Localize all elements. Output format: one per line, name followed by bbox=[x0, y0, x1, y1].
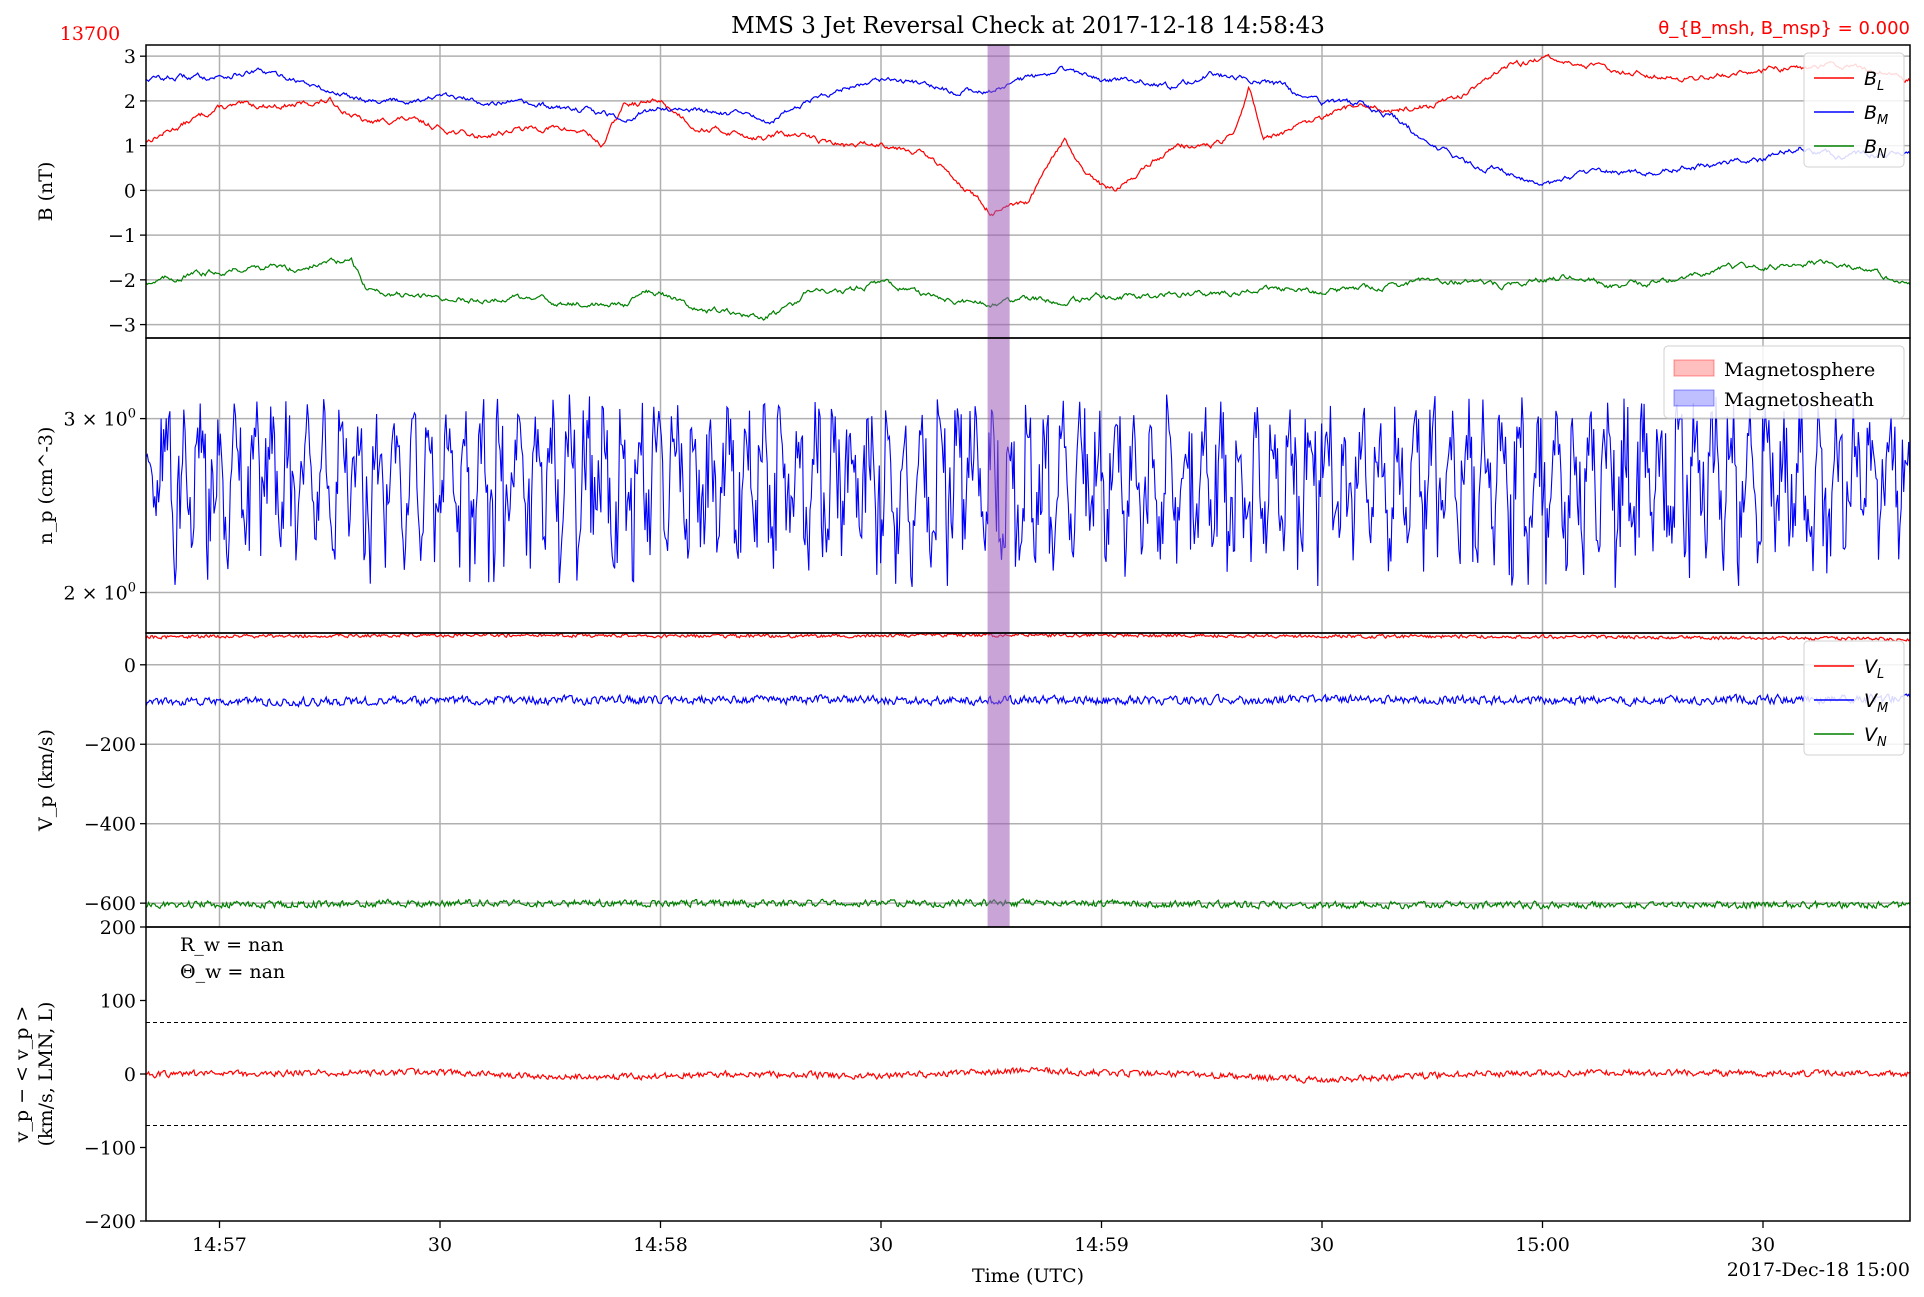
y-tick-label: 200 bbox=[100, 917, 136, 939]
legend-subscript: M bbox=[1877, 701, 1888, 716]
y-axis-label: B (nT) bbox=[35, 162, 57, 222]
x-tick-label: 14:57 bbox=[192, 1234, 247, 1256]
y-tick-label: 0 bbox=[124, 180, 136, 202]
y-tick-label: −200 bbox=[84, 734, 136, 756]
panel-B bbox=[146, 45, 1910, 338]
tick-exponent: 0 bbox=[128, 581, 136, 596]
event-highlight-band bbox=[987, 45, 1010, 927]
tick-exponent: 0 bbox=[128, 407, 136, 422]
y-axis-label: V_p (km/s) bbox=[35, 729, 57, 832]
y-tick-label: 0 bbox=[124, 655, 136, 677]
y-tick-label: 2 bbox=[124, 91, 136, 113]
x-tick-label: 30 bbox=[869, 1234, 893, 1256]
panel-n bbox=[146, 338, 1910, 633]
y-axis-label: n_p (cm^-3) bbox=[35, 427, 57, 545]
legend-box bbox=[1803, 52, 1905, 168]
series-line-B_N bbox=[146, 257, 1910, 321]
series-line-residual bbox=[146, 1066, 1910, 1084]
y-tick-label: 3 × 100 bbox=[63, 407, 136, 431]
y-axis-label: v_p − < v_p > (km/s, LMN, L) bbox=[11, 1002, 57, 1147]
legend-subscript: M bbox=[1877, 113, 1888, 128]
y-tick-label: −3 bbox=[108, 315, 136, 337]
theta-label: θ_{B_msh, B_msp} = 0.000 bbox=[1658, 18, 1910, 39]
y-tick-label: −1 bbox=[108, 225, 136, 247]
x-tick-label: 30 bbox=[1751, 1234, 1775, 1256]
y-tick-label: −200 bbox=[84, 1211, 136, 1233]
y-tick-label: −400 bbox=[84, 814, 136, 836]
x-axis-label: Time (UTC) bbox=[972, 1265, 1084, 1287]
index-label: 13700 bbox=[60, 23, 120, 45]
y-tick-label: −100 bbox=[84, 1138, 136, 1160]
series-line-V_L bbox=[146, 633, 1910, 642]
legend-subscript: L bbox=[1877, 79, 1884, 94]
legend-subscript: N bbox=[1877, 735, 1887, 750]
legend-subscript: N bbox=[1877, 147, 1887, 162]
annotation: Θ_w = nan bbox=[180, 961, 285, 983]
panel-frame bbox=[145, 44, 1911, 339]
annotation: R_w = nan bbox=[180, 934, 284, 956]
legend-label: Magnetosphere bbox=[1724, 359, 1875, 381]
x-tick-label: 14:58 bbox=[633, 1234, 688, 1256]
series-line-n_p bbox=[146, 394, 1910, 588]
series-line-B_L bbox=[146, 53, 1910, 217]
x-tick-label: 30 bbox=[428, 1234, 452, 1256]
legend-box bbox=[1803, 640, 1905, 756]
figure-title: MMS 3 Jet Reversal Check at 2017-12-18 1… bbox=[731, 13, 1325, 39]
y-label-line: v_p − < v_p > bbox=[11, 1006, 33, 1144]
date-label: 2017-Dec-18 15:00 bbox=[1727, 1259, 1910, 1281]
x-tick-label: 15:00 bbox=[1515, 1234, 1570, 1256]
y-label-line: (km/s, LMN, L) bbox=[35, 1002, 57, 1147]
y-tick-label: 0 bbox=[124, 1064, 136, 1086]
y-tick-label: −600 bbox=[84, 893, 136, 915]
panel-dV bbox=[146, 1022, 1910, 1126]
x-tick-label: 30 bbox=[1310, 1234, 1334, 1256]
panel-frame bbox=[145, 337, 1911, 634]
y-tick-label: 2 × 100 bbox=[63, 581, 136, 605]
legend-box bbox=[1663, 345, 1905, 419]
series-line-V_N bbox=[146, 897, 1910, 911]
panel-V bbox=[146, 633, 1910, 927]
y-tick-label: −2 bbox=[108, 270, 136, 292]
legend-subscript: L bbox=[1877, 667, 1884, 682]
y-tick-label: 100 bbox=[100, 991, 136, 1013]
y-tick-label: 3 bbox=[124, 46, 136, 68]
series-line-B_M bbox=[146, 65, 1910, 186]
y-tick-label: 1 bbox=[124, 136, 136, 158]
x-tick-label: 14:59 bbox=[1074, 1234, 1129, 1256]
series-line-V_M bbox=[146, 693, 1910, 708]
panel-frame bbox=[145, 632, 1911, 928]
legend-swatch bbox=[1673, 389, 1715, 407]
legend-swatch bbox=[1673, 359, 1715, 377]
legend-label: Magnetosheath bbox=[1724, 389, 1874, 411]
